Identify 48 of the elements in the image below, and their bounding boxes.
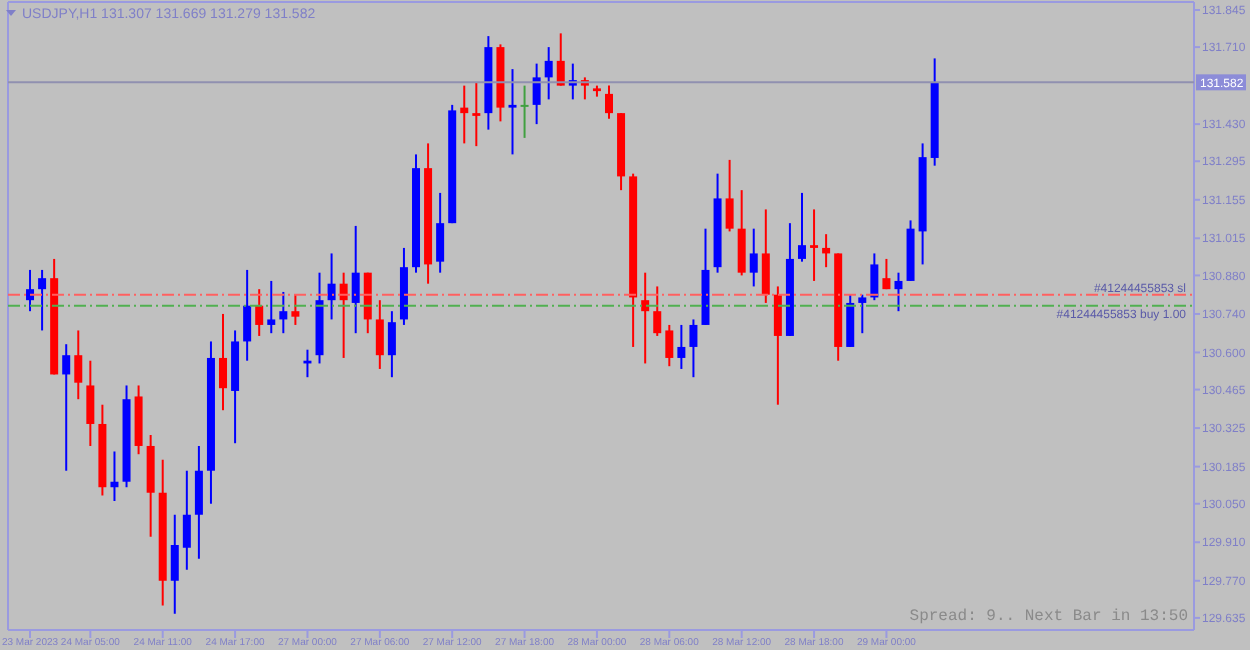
candlestick — [146, 433, 155, 538]
candlestick — [387, 310, 396, 379]
candlestick — [665, 323, 674, 368]
candlestick — [532, 62, 541, 126]
candlestick — [38, 268, 47, 332]
candlestick — [725, 158, 734, 233]
candlestick — [26, 268, 35, 313]
candlestick — [363, 271, 372, 335]
candlestick — [194, 444, 203, 560]
candlestick — [291, 293, 300, 326]
candlestick — [761, 208, 770, 304]
candlestick — [86, 359, 95, 447]
candlestick — [882, 257, 891, 291]
candlestick — [653, 285, 662, 337]
candlestick — [243, 268, 252, 362]
candlestick — [375, 299, 384, 370]
candlestick — [677, 323, 686, 370]
candlestick — [327, 252, 336, 321]
candlestick — [351, 224, 360, 335]
candlestick — [182, 469, 191, 571]
candlestick — [605, 84, 613, 120]
candlestick — [219, 312, 228, 412]
candlestick — [436, 191, 445, 274]
candlestick — [110, 450, 119, 502]
candlestick — [689, 318, 698, 379]
candlestick — [279, 290, 288, 335]
candlestick — [810, 208, 819, 282]
candlestick — [255, 288, 264, 337]
candlestick — [870, 252, 879, 302]
candlestick — [508, 68, 517, 156]
candlestick — [460, 84, 469, 145]
candlestick — [520, 84, 529, 139]
candlestick — [641, 271, 650, 365]
candlestick — [556, 32, 565, 87]
candlestick — [74, 329, 83, 401]
candlestick — [472, 81, 481, 148]
candlestick — [797, 191, 806, 263]
candlestick — [773, 285, 782, 406]
candlestick — [822, 233, 831, 269]
candlestick — [170, 513, 179, 615]
candlestick — [737, 189, 746, 277]
candlestick — [544, 46, 553, 101]
candlestick — [267, 279, 276, 335]
candlestick — [749, 227, 758, 288]
candlestick — [858, 293, 867, 335]
candlestick — [894, 271, 903, 313]
candlestick — [62, 343, 71, 472]
candlestick — [846, 293, 855, 348]
